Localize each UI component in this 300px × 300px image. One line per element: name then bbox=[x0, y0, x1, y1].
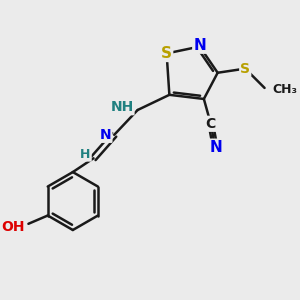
Text: N: N bbox=[100, 128, 111, 142]
Text: S: S bbox=[161, 46, 172, 61]
Text: N: N bbox=[210, 140, 223, 155]
Text: H: H bbox=[80, 148, 91, 160]
Text: S: S bbox=[240, 61, 250, 76]
Text: NH: NH bbox=[110, 100, 134, 114]
Text: CH₃: CH₃ bbox=[273, 83, 298, 96]
Text: N: N bbox=[193, 38, 206, 53]
Text: OH: OH bbox=[1, 220, 24, 234]
Text: C: C bbox=[206, 117, 216, 131]
